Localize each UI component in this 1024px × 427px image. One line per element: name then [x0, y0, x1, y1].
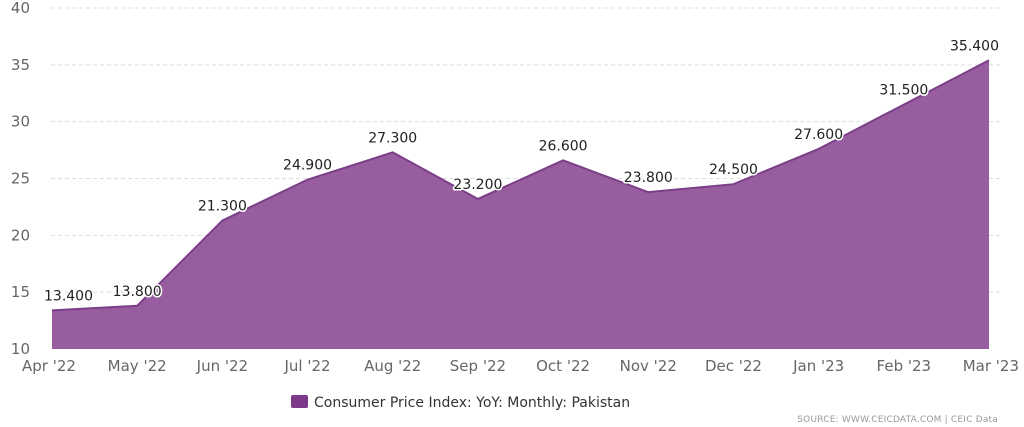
data-point-9[interactable] [816, 146, 822, 152]
x-tick-0: Apr '22 [22, 357, 76, 375]
data-point-10[interactable] [901, 102, 907, 108]
x-tick-9: Jan '23 [792, 357, 844, 375]
legend-swatch[interactable] [291, 395, 308, 408]
x-tick-5: Sep '22 [450, 357, 506, 375]
data-point-2[interactable] [219, 218, 225, 224]
data-label-5: 23.200 [453, 177, 502, 193]
x-tick-10: Feb '23 [877, 357, 932, 375]
data-label-1: 13.800 [113, 284, 162, 300]
data-label-11: 35.400 [950, 38, 999, 54]
data-point-0[interactable] [49, 307, 55, 313]
legend-label[interactable]: Consumer Price Index: YoY: Monthly: Paki… [314, 395, 630, 411]
data-label-6: 26.600 [539, 138, 588, 154]
data-label-0: 13.400 [44, 288, 93, 304]
y-tick-35: 35 [11, 56, 30, 74]
data-label-2: 21.300 [198, 199, 247, 215]
data-label-9: 27.600 [794, 127, 843, 143]
y-tick-40: 40 [11, 0, 30, 17]
data-point-3[interactable] [305, 177, 311, 183]
series-area [51, 59, 990, 349]
x-tick-3: Jul '22 [284, 357, 331, 375]
data-label-8: 24.500 [709, 162, 758, 178]
x-tick-1: May '22 [108, 357, 167, 375]
x-tick-11: Mar '23 [963, 357, 1019, 375]
y-tick-15: 15 [11, 283, 30, 301]
y-axis-tick-labels: 10 15 20 25 30 35 40 [11, 0, 30, 358]
x-tick-4: Aug '22 [364, 357, 421, 375]
series-line[interactable] [51, 59, 990, 312]
series-area-fill[interactable] [52, 60, 989, 349]
data-point-8[interactable] [730, 181, 736, 187]
data-point-4[interactable] [390, 149, 396, 155]
y-tick-10: 10 [11, 340, 30, 358]
data-point-6[interactable] [560, 157, 566, 163]
data-point-5[interactable] [475, 196, 481, 202]
data-labels: 13.400 13.800 21.300 24.900 27.300 23.200 26.6… [43, 37, 1001, 306]
y-tick-25: 25 [11, 170, 30, 188]
data-point-11[interactable] [986, 57, 992, 63]
data-point-1[interactable] [134, 303, 140, 309]
data-point-7[interactable] [645, 189, 651, 195]
x-tick-6: Oct '22 [536, 357, 590, 375]
x-tick-2: Jun '22 [196, 357, 248, 375]
data-label-4: 27.300 [368, 130, 417, 146]
data-label-3: 24.900 [283, 158, 332, 174]
data-label-7: 23.800 [624, 170, 673, 186]
y-tick-20: 20 [11, 226, 30, 244]
x-tick-7: Nov '22 [620, 357, 677, 375]
y-tick-30: 30 [11, 113, 30, 131]
source-note: SOURCE: WWW.CEICDATA.COM | CEIC Data [797, 415, 998, 425]
x-axis-tick-labels: Apr '22 May '22 Jun '22 Jul '22 Aug '22 Sep '… [22, 357, 1019, 375]
legend[interactable]: Consumer Price Index: YoY: Monthly: Paki… [291, 395, 630, 411]
data-label-10: 31.500 [879, 83, 928, 99]
x-tick-8: Dec '22 [705, 357, 762, 375]
